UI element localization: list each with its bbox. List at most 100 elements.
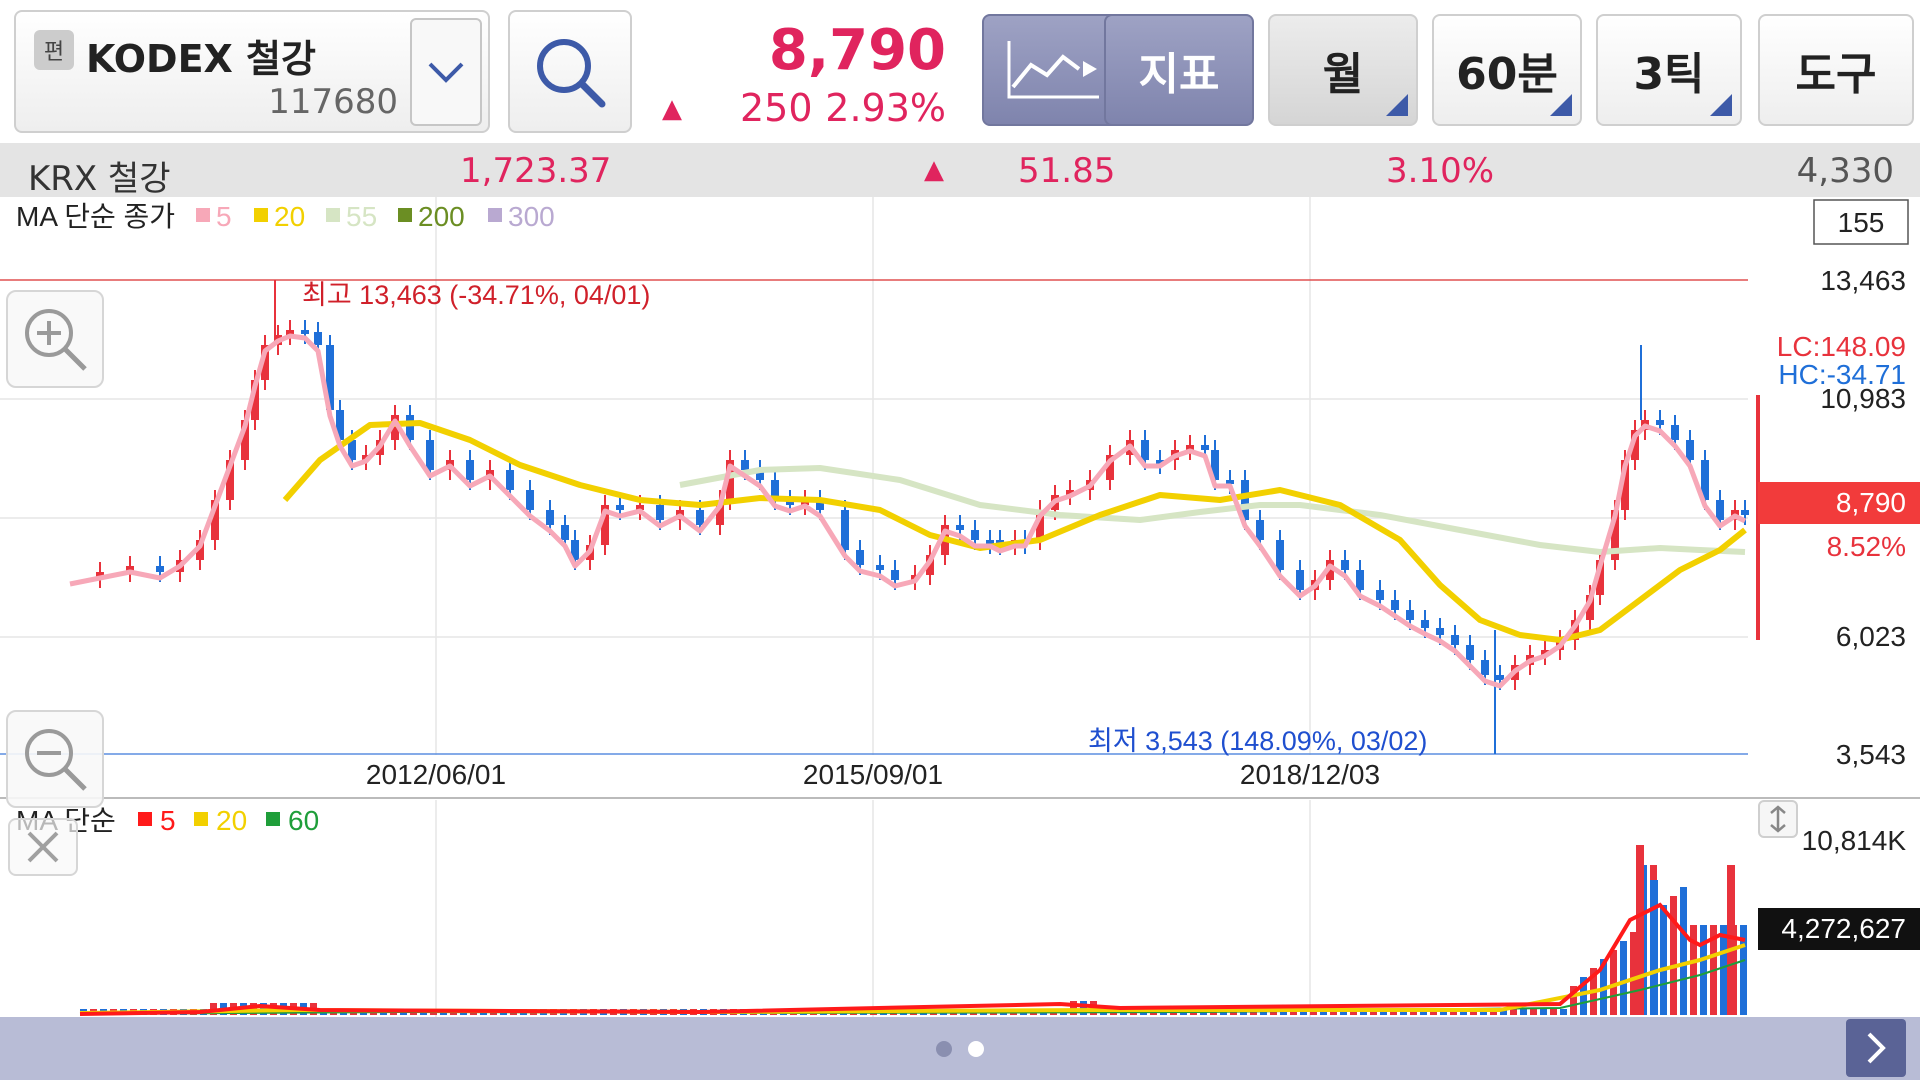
candle bbox=[261, 345, 269, 380]
candle bbox=[1716, 500, 1724, 520]
panel-resize-handle[interactable] bbox=[1758, 800, 1798, 838]
next-page-button[interactable] bbox=[1846, 1019, 1906, 1077]
index-change: 51.85 bbox=[1018, 151, 1116, 191]
volume-bar bbox=[1636, 845, 1644, 1015]
candle bbox=[1211, 450, 1219, 480]
zoom-out-button[interactable] bbox=[6, 710, 104, 808]
volume-bar bbox=[1610, 950, 1617, 1015]
volume-bar bbox=[1650, 880, 1658, 1015]
x-tick-label: 2012/06/01 bbox=[366, 759, 506, 790]
search-button[interactable] bbox=[508, 10, 632, 133]
candle bbox=[1036, 510, 1044, 540]
candle bbox=[1741, 510, 1749, 515]
grid bbox=[0, 197, 1748, 1017]
candle bbox=[571, 540, 579, 560]
candle bbox=[426, 440, 434, 470]
candle bbox=[971, 530, 979, 540]
candle bbox=[1466, 645, 1474, 660]
price-chart[interactable]: 최고 13,463 (-34.71%, 04/01) 최저 3,543 (148… bbox=[0, 197, 1920, 1017]
interval-button[interactable]: 60분 bbox=[1432, 14, 1582, 126]
candle bbox=[656, 505, 664, 520]
candle bbox=[251, 380, 259, 420]
price-summary: 8,790 ▲ 250 2.93% bbox=[650, 10, 950, 133]
top-toolbar: 편 KODEX 철강 117680 8,790 ▲ 250 2.93% bbox=[0, 0, 1920, 143]
high-annotation: 최고 13,463 (-34.71%, 04/01) bbox=[302, 280, 650, 310]
index-value: 1,723.37 bbox=[460, 151, 612, 191]
chevron-right-icon bbox=[1867, 1032, 1886, 1064]
candle bbox=[96, 572, 104, 578]
candle bbox=[1201, 445, 1209, 450]
current-volume-marker bbox=[1758, 908, 1920, 950]
line-chart-icon bbox=[1007, 41, 1099, 99]
volume-bar bbox=[1550, 1009, 1557, 1015]
volume-legend-item: 60 bbox=[288, 805, 319, 836]
volume-legend-item: 20 bbox=[216, 805, 247, 836]
candle bbox=[876, 565, 884, 570]
candle bbox=[1496, 675, 1504, 680]
candle bbox=[546, 510, 554, 525]
volume-legend-swatch bbox=[138, 812, 152, 826]
chart-type-button[interactable] bbox=[982, 14, 1124, 126]
lc-label: LC:148.09 bbox=[1777, 331, 1906, 362]
stock-dropdown-button[interactable] bbox=[410, 18, 482, 126]
y-tick-label: 10,983 bbox=[1820, 383, 1906, 414]
candle bbox=[156, 566, 164, 572]
ma-legend-swatch bbox=[398, 208, 412, 222]
volume-bar bbox=[1500, 1009, 1507, 1015]
current-price-marker-label: 8,790 bbox=[1836, 487, 1906, 518]
page-dot[interactable] bbox=[936, 1041, 952, 1057]
index-change-pct: 3.10% bbox=[1386, 151, 1495, 191]
indicator-button[interactable]: 지표 bbox=[1104, 14, 1254, 126]
candle bbox=[1141, 440, 1149, 460]
stock-code: 117680 bbox=[268, 82, 398, 122]
ma-legend-item: 55 bbox=[346, 201, 377, 232]
y-tick-label: 3,543 bbox=[1836, 739, 1906, 770]
index-volume: 4,330 bbox=[1796, 151, 1894, 191]
tools-button[interactable]: 도구 bbox=[1758, 14, 1914, 126]
candle bbox=[196, 540, 204, 560]
candle bbox=[1256, 520, 1264, 540]
candle bbox=[506, 470, 514, 490]
candle bbox=[986, 540, 994, 544]
search-icon bbox=[537, 38, 606, 107]
candle bbox=[726, 460, 734, 500]
candle bbox=[1296, 570, 1304, 590]
candle bbox=[816, 500, 824, 510]
candle bbox=[696, 510, 704, 525]
tools-label: 도구 bbox=[1795, 49, 1877, 100]
edit-badge[interactable]: 편 bbox=[34, 30, 74, 70]
ma-5-line bbox=[69, 333, 1747, 689]
candle bbox=[348, 440, 356, 460]
zoom-in-button[interactable] bbox=[6, 290, 104, 388]
candle bbox=[211, 500, 219, 540]
ma-legend-swatch bbox=[196, 208, 210, 222]
candle bbox=[1356, 570, 1364, 590]
volume-bar bbox=[1510, 1009, 1517, 1015]
stock-selector[interactable]: 편 KODEX 철강 117680 bbox=[14, 10, 490, 133]
y-tick-label: 6,023 bbox=[1836, 621, 1906, 652]
candle bbox=[616, 505, 624, 510]
candle bbox=[1596, 560, 1604, 595]
moving-average-lines bbox=[69, 333, 1747, 689]
close-volume-panel-button[interactable] bbox=[8, 818, 78, 876]
volume-bar bbox=[1680, 887, 1687, 1015]
candle bbox=[1276, 540, 1284, 570]
ma-legend-swatch bbox=[488, 208, 502, 222]
candle bbox=[336, 410, 344, 440]
candle bbox=[526, 490, 534, 510]
candle bbox=[1421, 620, 1429, 628]
count-box-value: 155 bbox=[1838, 207, 1885, 238]
tick-button[interactable]: 3틱 bbox=[1596, 14, 1742, 126]
ma-legend-item: 5 bbox=[216, 201, 232, 232]
price-ma-legend: MA 단순 종가 5 20 55 200 300 bbox=[16, 201, 555, 232]
zoom-in-icon bbox=[25, 309, 87, 371]
page-dot-active[interactable] bbox=[968, 1041, 984, 1057]
candle bbox=[301, 330, 309, 334]
candle bbox=[1686, 440, 1694, 460]
volume-bar bbox=[1580, 977, 1587, 1015]
volume-bar bbox=[1080, 1001, 1087, 1015]
volume-bar bbox=[1520, 1009, 1527, 1015]
candle bbox=[1186, 445, 1194, 450]
period-button[interactable]: 월 bbox=[1268, 14, 1418, 126]
candle bbox=[1656, 420, 1664, 425]
